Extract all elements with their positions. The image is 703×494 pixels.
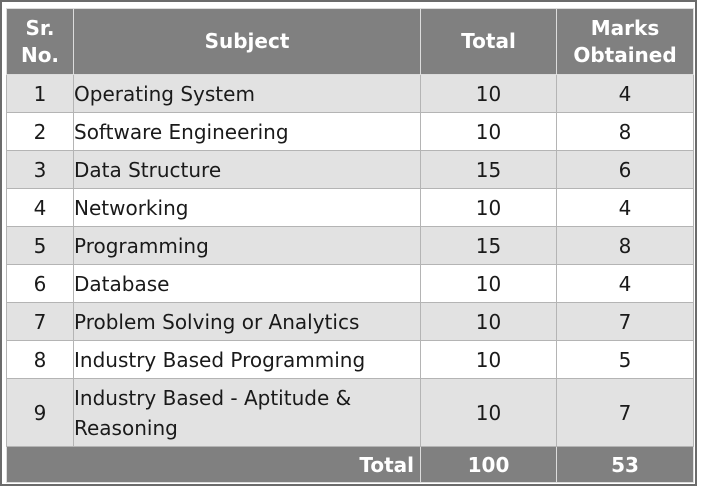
- table-frame: Sr. No. Subject Total Marks Obtained 1 O…: [0, 0, 697, 486]
- cell-subject: Software Engineering: [73, 112, 421, 151]
- table-row: 5 Programming 15 8: [6, 226, 694, 265]
- table-row: 6 Database 10 4: [6, 264, 694, 303]
- table-row: 9 Industry Based - Aptitude & Reasoning …: [6, 378, 694, 447]
- table-row: 7 Problem Solving or Analytics 10 7: [6, 302, 694, 341]
- cell-subject: Data Structure: [73, 150, 421, 189]
- cell-sr: 6: [6, 264, 74, 303]
- cell-subject: Programming: [73, 226, 421, 265]
- cell-sr: 2: [6, 112, 74, 151]
- cell-total: 10: [420, 378, 557, 447]
- header-sr-no: Sr. No.: [6, 8, 74, 75]
- cell-sr: 5: [6, 226, 74, 265]
- cell-marks: 4: [556, 74, 694, 113]
- header-total: Total: [420, 8, 557, 75]
- cell-total: 10: [420, 112, 557, 151]
- cell-total: 10: [420, 340, 557, 379]
- cell-total: 15: [420, 226, 557, 265]
- marks-table: Sr. No. Subject Total Marks Obtained 1 O…: [6, 8, 694, 483]
- cell-sr: 7: [6, 302, 74, 341]
- marks-sum: 53: [556, 446, 694, 483]
- cell-total: 10: [420, 302, 557, 341]
- total-row: Total 100 53: [6, 446, 694, 483]
- cell-marks: 8: [556, 112, 694, 151]
- cell-subject: Industry Based - Aptitude & Reasoning: [73, 378, 421, 447]
- cell-marks: 8: [556, 226, 694, 265]
- cell-total: 10: [420, 264, 557, 303]
- cell-sr: 1: [6, 74, 74, 113]
- cell-sr: 3: [6, 150, 74, 189]
- cell-sr: 9: [6, 378, 74, 447]
- total-label: Total: [6, 446, 421, 483]
- header-marks-obtained: Marks Obtained: [556, 8, 694, 75]
- header-subject: Subject: [73, 8, 421, 75]
- cell-total: 10: [420, 74, 557, 113]
- cell-marks: 7: [556, 302, 694, 341]
- cell-subject: Networking: [73, 188, 421, 227]
- table-row: 3 Data Structure 15 6: [6, 150, 694, 189]
- cell-total: 10: [420, 188, 557, 227]
- cell-marks: 4: [556, 188, 694, 227]
- cell-marks: 4: [556, 264, 694, 303]
- cell-marks: 6: [556, 150, 694, 189]
- table-row: 2 Software Engineering 10 8: [6, 112, 694, 151]
- cell-sr: 4: [6, 188, 74, 227]
- cell-subject: Database: [73, 264, 421, 303]
- total-sum: 100: [420, 446, 557, 483]
- cell-total: 15: [420, 150, 557, 189]
- cell-subject: Operating System: [73, 74, 421, 113]
- cell-subject: Problem Solving or Analytics: [73, 302, 421, 341]
- table-row: 8 Industry Based Programming 10 5: [6, 340, 694, 379]
- table-row: 4 Networking 10 4: [6, 188, 694, 227]
- cell-sr: 8: [6, 340, 74, 379]
- header-row: Sr. No. Subject Total Marks Obtained: [6, 8, 694, 75]
- cell-subject: Industry Based Programming: [73, 340, 421, 379]
- table-row: 1 Operating System 10 4: [6, 74, 694, 113]
- cell-marks: 5: [556, 340, 694, 379]
- cell-marks: 7: [556, 378, 694, 447]
